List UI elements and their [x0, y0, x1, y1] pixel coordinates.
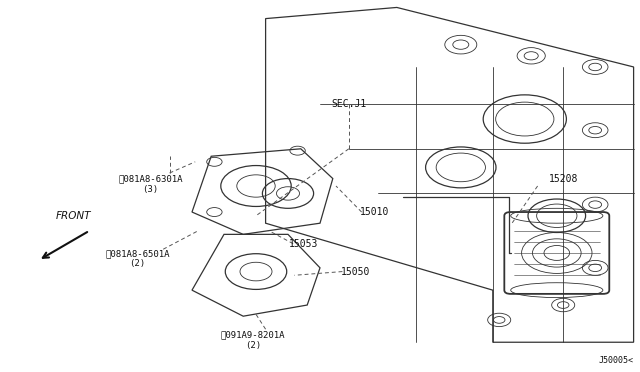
Text: 15053: 15053	[289, 239, 319, 248]
Text: 15208: 15208	[548, 174, 578, 183]
Text: FRONT: FRONT	[56, 211, 92, 221]
Text: 15050: 15050	[340, 267, 370, 276]
Text: 15010: 15010	[360, 207, 389, 217]
Text: Ⓐ081A8-6501A
(2): Ⓐ081A8-6501A (2)	[106, 249, 170, 268]
Text: SEC.J1: SEC.J1	[331, 99, 367, 109]
Text: J50005<: J50005<	[598, 356, 634, 365]
Text: Ⓐ091A9-8201A
(2): Ⓐ091A9-8201A (2)	[221, 331, 285, 350]
Text: Ⓐ081A8-6301A
(3): Ⓐ081A8-6301A (3)	[118, 174, 182, 194]
